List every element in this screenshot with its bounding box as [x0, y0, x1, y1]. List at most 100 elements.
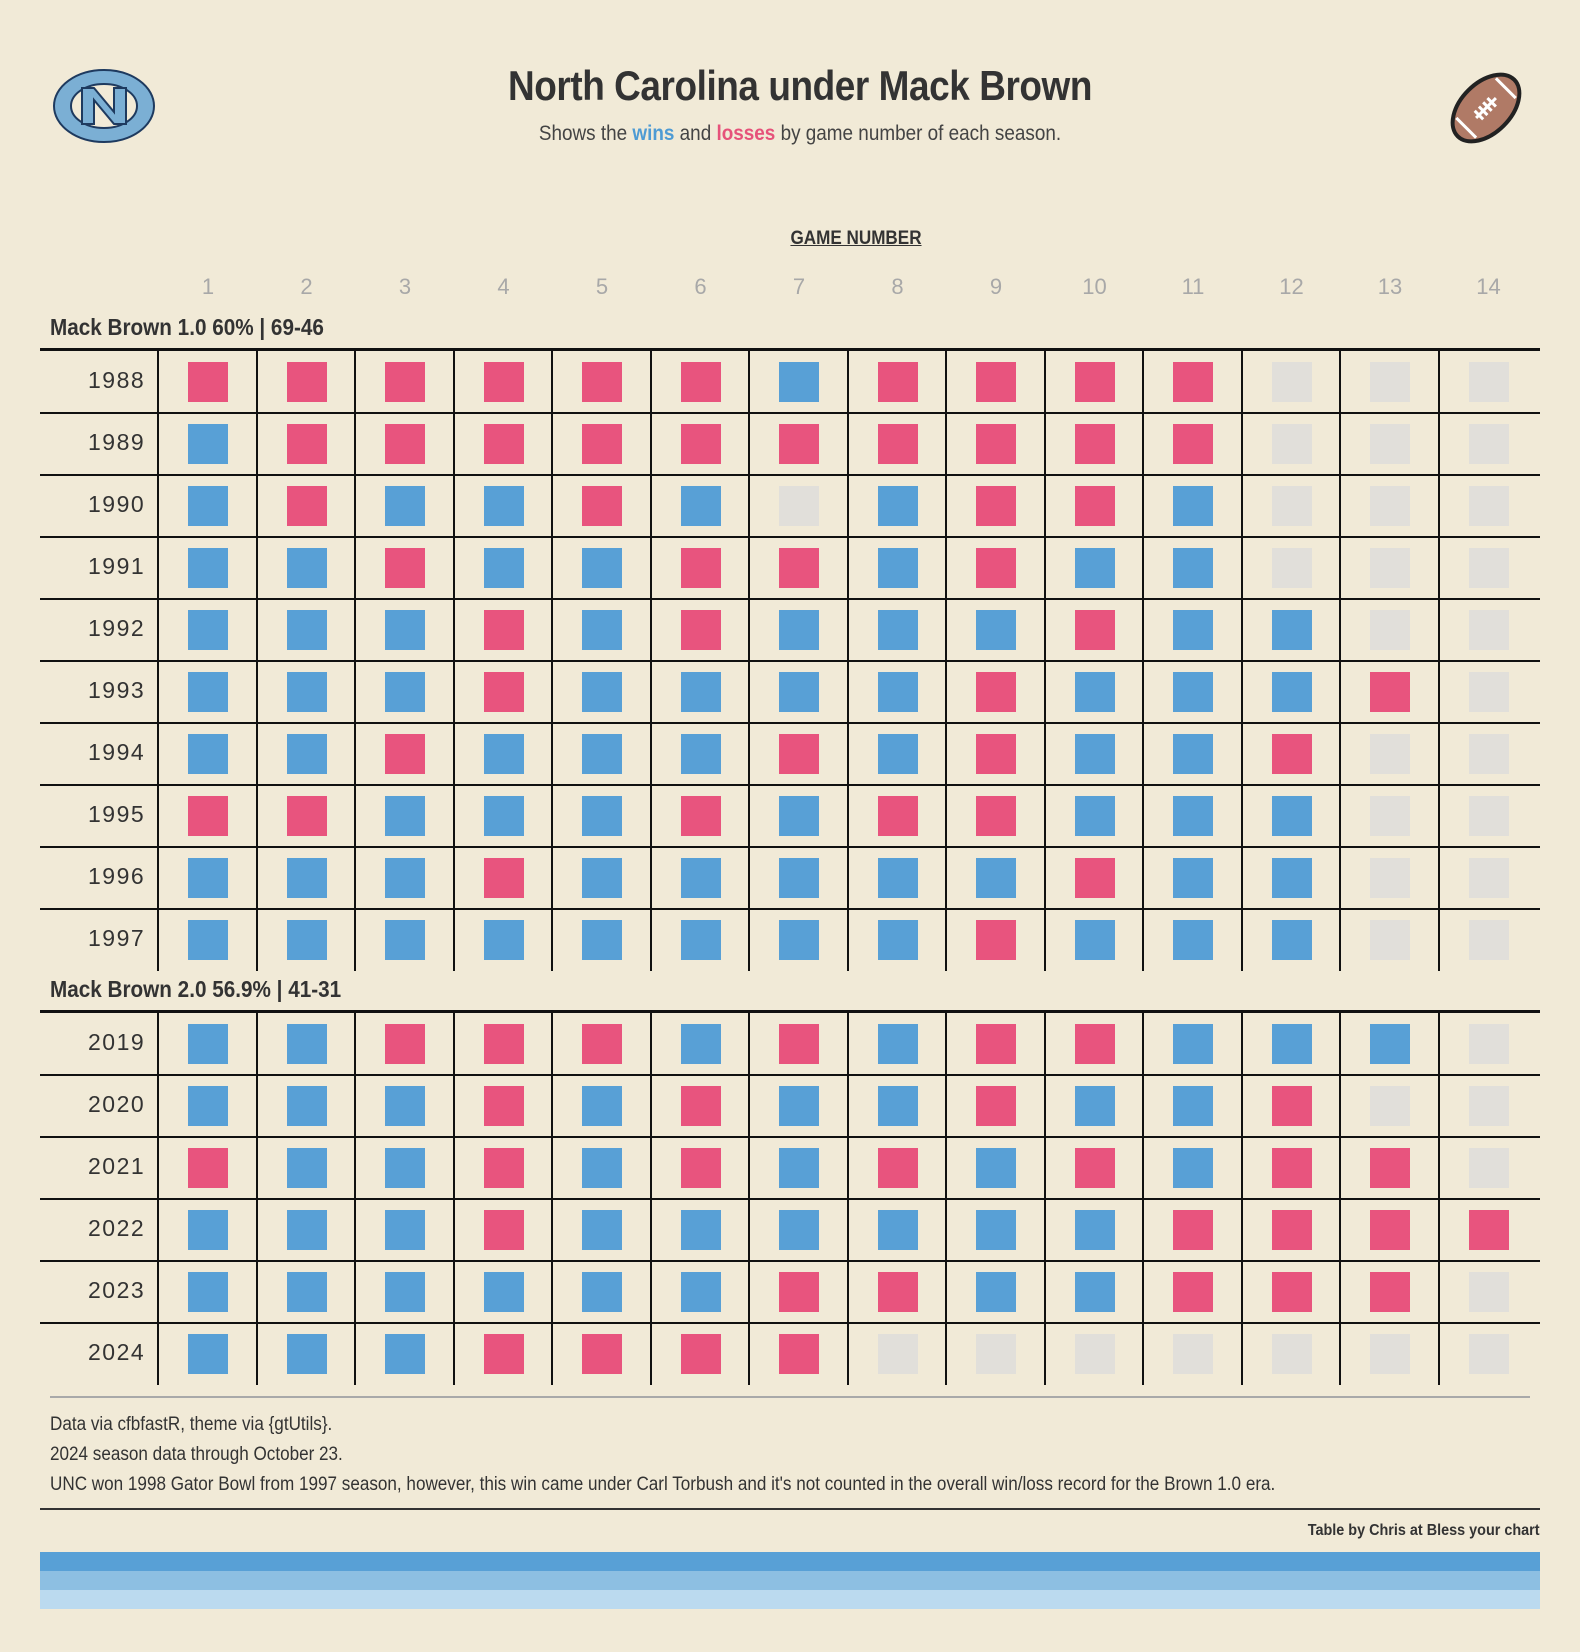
win-cell — [582, 548, 622, 588]
win-cell — [1173, 858, 1213, 898]
win-cell — [877, 1024, 918, 1064]
win-cell — [188, 548, 228, 588]
loss-cell — [680, 610, 721, 650]
group-divider — [40, 1010, 1540, 1013]
win-cell — [1074, 1210, 1115, 1250]
win-cell — [385, 796, 425, 836]
win-cell — [680, 1210, 721, 1250]
win-cell — [1173, 734, 1213, 774]
no-game-cell — [1370, 734, 1410, 774]
loss-cell — [779, 424, 819, 464]
win-cell — [188, 734, 228, 774]
win-cell — [877, 920, 918, 960]
loss-cell — [1173, 1210, 1213, 1250]
loss-cell — [582, 424, 622, 464]
win-cell — [877, 1210, 918, 1250]
no-game-cell — [1468, 734, 1509, 774]
loss-cell — [680, 1148, 721, 1188]
win-cell — [385, 1086, 425, 1126]
column-header: 4 — [497, 274, 510, 299]
column-header: 10 — [1082, 274, 1107, 299]
win-cell — [582, 1086, 622, 1126]
win-cell — [582, 920, 622, 960]
win-cell — [1271, 672, 1312, 712]
column-header: 9 — [989, 274, 1003, 299]
win-cell — [582, 672, 622, 712]
no-game-cell — [1468, 362, 1509, 402]
season-year: 2020 — [88, 1091, 146, 1117]
no-game-cell — [1370, 1334, 1410, 1374]
win-cell — [582, 1210, 622, 1250]
loss-cell — [483, 610, 524, 650]
win-cell — [286, 548, 327, 588]
loss-cell — [976, 1024, 1016, 1064]
win-cell — [779, 1210, 819, 1250]
win-cell — [1173, 1024, 1213, 1064]
no-game-cell — [1173, 1334, 1213, 1374]
win-cell — [286, 610, 327, 650]
column-header: 3 — [398, 274, 412, 299]
row-divider — [40, 536, 1540, 538]
loss-cell — [976, 796, 1016, 836]
column-header: 5 — [595, 274, 609, 299]
win-cell — [680, 1272, 721, 1312]
loss-cell — [582, 362, 622, 402]
loss-cell — [483, 362, 524, 402]
win-cell — [385, 1210, 425, 1250]
loss-cell — [779, 1024, 819, 1064]
column-header: 11 — [1181, 274, 1205, 299]
loss-cell — [385, 548, 425, 588]
no-game-cell — [1468, 672, 1509, 712]
loss-cell — [483, 1210, 524, 1250]
win-cell — [779, 858, 819, 898]
color-band — [40, 1552, 1540, 1571]
loss-cell — [1370, 672, 1410, 712]
win-cell — [582, 1148, 622, 1188]
no-game-cell — [1370, 424, 1410, 464]
no-game-cell — [1468, 548, 1509, 588]
game-number-spanner: GAME NUMBER — [790, 228, 922, 249]
win-cell — [1173, 548, 1213, 588]
loss-cell — [483, 1086, 524, 1126]
loss-cell — [1370, 1272, 1410, 1312]
loss-cell — [1074, 1148, 1115, 1188]
column-header: 6 — [694, 274, 707, 299]
win-cell — [1173, 1148, 1213, 1188]
loss-cell — [188, 362, 228, 402]
loss-cell — [976, 1086, 1016, 1126]
loss-cell — [1074, 486, 1115, 526]
row-divider — [40, 846, 1540, 848]
column-header: 2 — [300, 274, 313, 299]
no-game-cell — [877, 1334, 918, 1374]
football-icon — [1450, 72, 1522, 144]
no-game-cell — [1271, 1334, 1312, 1374]
win-cell — [1271, 858, 1312, 898]
season-year: 1994 — [88, 739, 146, 765]
row-divider — [40, 908, 1540, 910]
loss-cell — [385, 362, 425, 402]
no-game-cell — [1468, 1272, 1509, 1312]
win-cell — [1173, 672, 1213, 712]
row-divider — [40, 784, 1540, 786]
row-divider — [40, 1322, 1540, 1324]
win-cell — [582, 610, 622, 650]
loss-cell — [1271, 1086, 1312, 1126]
win-cell — [680, 1024, 721, 1064]
no-game-cell — [1370, 362, 1410, 402]
win-cell — [680, 920, 721, 960]
win-cell — [779, 610, 819, 650]
win-cell — [1370, 1024, 1410, 1064]
season-year: 1988 — [88, 367, 146, 393]
win-cell — [779, 672, 819, 712]
win-cell — [385, 1148, 425, 1188]
group-divider — [40, 348, 1540, 351]
win-cell — [877, 1086, 918, 1126]
win-cell — [1074, 734, 1115, 774]
color-band — [40, 1571, 1540, 1590]
loss-cell — [286, 486, 327, 526]
win-cell — [680, 734, 721, 774]
win-cell — [286, 1148, 327, 1188]
win-cell — [877, 548, 918, 588]
color-band — [40, 1590, 1540, 1609]
win-cell — [188, 672, 228, 712]
